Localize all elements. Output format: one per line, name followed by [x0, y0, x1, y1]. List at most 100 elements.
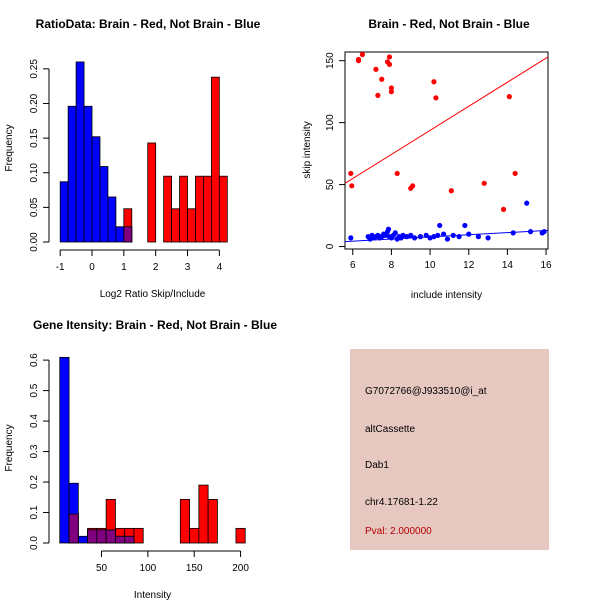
gene-intensity-hist-ytick-label-1: 0.1 [29, 505, 40, 519]
intensity-scatter-point-not-brain-31 [444, 236, 451, 242]
ratio-hist-bar-brain-5 [187, 208, 196, 243]
gene-intensity-hist-xlabel: Intensity [134, 590, 171, 600]
ratio-hist-bar-not-brain-6 [107, 196, 117, 243]
gene-intensity-hist-bar-overlap-3 [96, 529, 107, 544]
ratio-hist-xtick-label-1: 0 [89, 262, 95, 273]
pval-text: Pval: 2.000000 [365, 526, 432, 537]
ratio-hist-bar-brain-3 [171, 208, 180, 243]
intensity-scatter-point-not-brain-37 [485, 235, 491, 241]
intensity-scatter-plot-box [344, 51, 549, 250]
intensity-scatter-point-not-brain-40 [528, 229, 534, 235]
intensity-scatter-point-not-brain-29 [437, 222, 443, 229]
intensity-scatter-point-brain-22 [512, 170, 518, 177]
gene-intensity-hist-ytick-label-4: 0.4 [29, 414, 40, 428]
intensity-scatter-point-not-brain-25 [423, 232, 429, 238]
gene-intensity-hist-ytick-label-0: 0.0 [29, 536, 40, 550]
gene-intensity-hist-bar-overlap-2 [87, 529, 98, 544]
intensity-scatter-ytick-label-2: 100 [325, 114, 336, 131]
intensity-scatter-point-not-brain-34 [462, 222, 468, 229]
ratio-hist-title: RatioData: Brain - Red, Not Brain - Blue [36, 17, 261, 31]
intensity-scatter-point-brain-1 [359, 51, 365, 58]
ratio-hist-bar-not-brain-7 [115, 226, 125, 243]
intensity-scatter-point-not-brain-16 [392, 230, 398, 236]
gene-intensity-hist-xtick-label-0: 50 [96, 563, 108, 574]
intensity-scatter-point-brain-13 [506, 94, 512, 100]
ratio-hist-ytick-label-0: 0.00 [29, 232, 40, 252]
intensity-scatter-title: Brain - Red, Not Brain - Blue [368, 17, 530, 31]
ratio-hist-bar-not-brain-1 [67, 105, 77, 243]
gene-intensity-hist-bar-not-brain-2 [77, 535, 88, 544]
intensity-scatter-point-brain-2 [355, 56, 362, 63]
intensity-scatter-point-not-brain-24 [417, 234, 423, 240]
ratio-hist-bar-brain-1 [147, 142, 157, 243]
gene-intensity-hist-title: Gene Itensity: Brain - Red, Not Brain - … [33, 318, 277, 332]
gene-intensity-hist-ytick-label-3: 0.3 [29, 444, 40, 458]
gene-intensity-hist-bar-brain-12 [235, 527, 246, 544]
intensity-scatter-point-not-brain-28 [435, 232, 441, 238]
intensity-scatter-point-not-brain-0 [348, 235, 354, 241]
gene-intensity-hist-ytick-label-2: 0.2 [29, 475, 40, 489]
intensity-scatter-xtick-label-4: 14 [502, 260, 514, 271]
intensity-scatter-point-brain-20 [481, 180, 487, 186]
intensity-scatter-xtick-label-5: 16 [541, 260, 553, 271]
ratio-hist-bar-not-brain-5 [99, 166, 109, 243]
gene-intensity-hist-ylabel: Frequency [4, 424, 15, 471]
intensity-scatter-point-not-brain-32 [450, 232, 456, 238]
gene-intensity-hist-bar-brain-7 [133, 527, 144, 544]
ratio-hist-bar-brain-6 [195, 175, 204, 243]
intensity-scatter-point-brain-18 [408, 185, 414, 191]
location-text: chr4.17681-1.22 [365, 497, 438, 508]
intensity-scatter-point-brain-19 [448, 188, 454, 194]
intensity-scatter-xtick-label-2: 10 [425, 260, 437, 271]
intensity-scatter-point-not-brain-39 [524, 200, 530, 206]
intensity-scatter-xtick-label-3: 12 [463, 260, 475, 271]
ratio-hist-ytick-label-5: 0.25 [29, 59, 40, 79]
gene-intensity-hist-ytick-label-6: 0.6 [29, 353, 40, 367]
intensity-scatter-point-brain-21 [500, 206, 507, 212]
gene-name-text: Dab1 [365, 460, 389, 471]
intensity-scatter-point-not-brain-38 [510, 230, 516, 236]
ratio-hist-xtick-label-3: 2 [153, 262, 159, 273]
gene-intensity-hist-bar-brain-8 [179, 499, 190, 544]
intensity-scatter-point-brain-12 [433, 95, 439, 101]
intensity-scatter-point-not-brain-42 [541, 229, 547, 235]
intensity-scatter-xtick-label-0: 6 [350, 260, 356, 271]
ratio-hist-bar-overlap-8 [123, 226, 133, 243]
ratio-hist-xlabel: Log2 Ratio Skip/Include [100, 289, 206, 300]
gene-intensity-hist-ytick-label-5: 0.5 [29, 383, 40, 397]
intensity-scatter-ytick-label-1: 50 [325, 179, 336, 191]
intensity-scatter-point-not-brain-22 [408, 232, 414, 238]
intensity-scatter-point-brain-4 [379, 76, 385, 82]
intensity-scatter-ytick-label-0: 0 [325, 243, 336, 249]
probe-id-text: G7072766@J933510@i_at [365, 386, 487, 397]
gene-intensity-hist-bar-not-brain-0 [59, 356, 70, 544]
ratio-hist-xtick-label-4: 3 [185, 262, 191, 273]
ratio-hist-bar-brain-2 [163, 175, 172, 243]
ratio-hist-bar-not-brain-3 [83, 105, 93, 243]
intensity-scatter-point-not-brain-36 [475, 234, 481, 240]
gene-intensity-hist-bar-overlap-0 [68, 513, 79, 544]
ratio-hist-bar-brain-7 [203, 175, 212, 243]
ratio-hist-ylabel: Frequency [4, 124, 15, 171]
intensity-scatter-xlabel: include intensity [411, 290, 482, 301]
ratio-hist-bar-brain-9 [218, 175, 228, 243]
ratio-hist-bar-not-brain-4 [91, 136, 101, 243]
info-panel: G7072766@J933510@i_at altCassette Dab1 c… [350, 349, 549, 550]
ratio-hist-xtick-label-0: -1 [56, 262, 65, 273]
ratio-hist-ytick-label-1: 0.05 [29, 197, 40, 217]
intensity-scatter-point-brain-16 [394, 170, 400, 177]
intensity-scatter-point-brain-11 [431, 79, 437, 85]
intensity-scatter-fit-brain [344, 56, 549, 184]
intensity-scatter-point-brain-3 [373, 66, 379, 72]
intensity-scatter-point-brain-14 [348, 170, 354, 177]
ratio-hist-bar-not-brain-2 [75, 61, 85, 243]
intensity-scatter-point-brain-9 [375, 92, 381, 98]
ratio-hist-bar-not-brain-0 [59, 181, 69, 243]
gene-intensity-hist-xtick-label-1: 100 [140, 563, 157, 574]
gene-intensity-hist-bar-overlap-6 [124, 535, 135, 544]
gene-intensity-hist-xtick-label-3: 200 [232, 563, 249, 574]
ratio-hist-bar-brain-4 [179, 175, 188, 243]
intensity-scatter-xtick-label-1: 8 [389, 260, 395, 271]
gene-intensity-hist-xtick-label-2: 150 [186, 563, 203, 574]
